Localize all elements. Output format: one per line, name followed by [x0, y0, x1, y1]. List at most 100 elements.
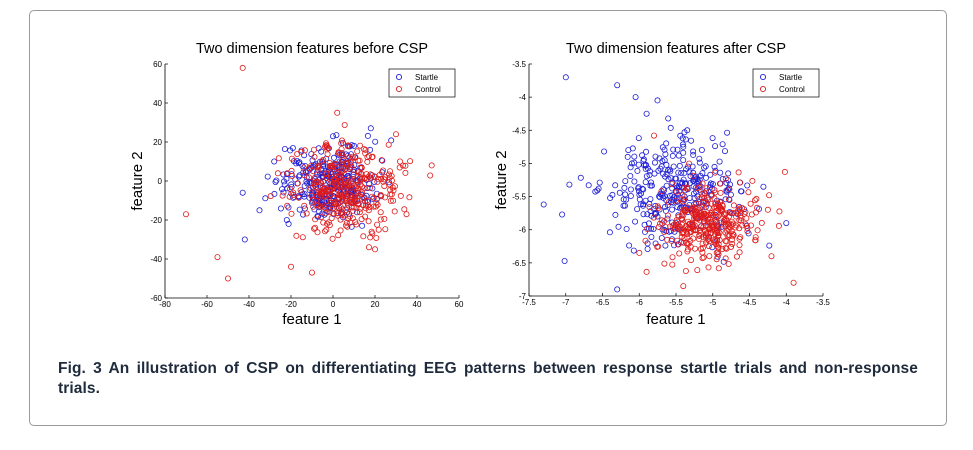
data-point-control	[358, 183, 365, 190]
data-point-control	[673, 188, 680, 195]
legend-label-startle: Startle	[415, 73, 439, 82]
data-point-control	[318, 158, 325, 165]
data-point-startle	[636, 191, 643, 198]
data-point-control	[712, 237, 719, 244]
data-point-startle	[372, 138, 379, 145]
data-point-startle	[722, 196, 729, 203]
data-point-startle	[629, 145, 636, 152]
data-point-control	[305, 174, 312, 181]
data-point-control	[313, 202, 320, 209]
data-point-control	[699, 240, 706, 247]
data-point-control	[684, 241, 691, 248]
data-point-control	[353, 187, 360, 194]
data-point-control	[702, 227, 709, 234]
data-point-control	[650, 214, 657, 221]
data-point-control	[723, 238, 730, 245]
data-point-control	[694, 209, 701, 216]
data-point-control	[712, 189, 719, 196]
data-point-control	[361, 174, 368, 181]
data-point-startle	[319, 170, 326, 177]
x-tick-label: 40	[413, 300, 422, 309]
data-point-startle	[698, 146, 705, 153]
data-point-control	[328, 215, 335, 222]
data-point-control	[716, 203, 723, 210]
data-point-control	[661, 260, 668, 267]
data-point-control	[722, 221, 729, 228]
data-point-control	[703, 185, 710, 192]
data-point-control	[377, 216, 384, 223]
data-point-startle	[690, 148, 697, 155]
data-point-control	[406, 194, 413, 201]
data-point-control	[379, 167, 386, 174]
data-point-control	[725, 233, 732, 240]
data-point-control	[312, 197, 319, 204]
data-point-startle	[696, 159, 703, 166]
data-point-startle	[643, 110, 650, 117]
data-point-control	[775, 222, 782, 229]
x-tick-label: -4	[783, 298, 791, 307]
data-point-startle	[367, 146, 374, 153]
data-point-control	[681, 235, 688, 242]
data-point-control	[698, 210, 705, 217]
data-point-control	[744, 228, 751, 235]
data-point-control	[274, 170, 281, 177]
data-point-control	[309, 196, 316, 203]
x-tick-label: -7.5	[522, 298, 536, 307]
data-point-startle	[643, 148, 650, 155]
data-point-control	[307, 185, 314, 192]
data-point-startle	[725, 170, 732, 177]
data-point-control	[363, 202, 370, 209]
data-point-control	[705, 264, 712, 271]
data-point-startle	[714, 253, 721, 260]
data-point-startle	[650, 225, 657, 232]
data-point-startle	[662, 151, 669, 158]
data-point-control	[665, 212, 672, 219]
data-point-control	[342, 222, 349, 229]
data-point-control	[337, 227, 344, 234]
data-point-control	[644, 225, 651, 232]
data-point-startle	[622, 178, 629, 185]
data-point-startle	[682, 136, 689, 143]
data-point-control	[752, 197, 759, 204]
data-point-control	[642, 237, 649, 244]
data-point-startle	[635, 135, 642, 142]
data-point-control	[320, 219, 327, 226]
data-point-control	[326, 191, 333, 198]
data-point-startle	[644, 165, 651, 172]
data-point-startle	[319, 158, 326, 165]
data-point-control	[665, 199, 672, 206]
data-point-control	[708, 200, 715, 207]
data-point-startle	[667, 192, 674, 199]
data-point-startle	[722, 148, 729, 155]
data-point-startle	[300, 211, 307, 218]
data-point-control	[326, 222, 333, 229]
data-point-startle	[671, 228, 678, 235]
data-point-control	[275, 155, 282, 162]
legend-label-control: Control	[779, 85, 805, 94]
data-point-control	[344, 197, 351, 204]
data-point-startle	[680, 157, 687, 164]
data-point-control	[700, 199, 707, 206]
data-point-startle	[559, 211, 566, 218]
data-point-control	[712, 169, 719, 176]
data-point-startle	[693, 173, 700, 180]
data-point-startle	[299, 162, 306, 169]
chart-title: Two dimension features before CSP	[196, 41, 428, 57]
data-point-control	[364, 158, 371, 165]
data-point-startle	[674, 204, 681, 211]
data-point-startle	[239, 189, 246, 196]
data-point-startle	[285, 204, 292, 211]
data-point-startle	[359, 222, 366, 229]
data-point-startle	[606, 229, 613, 236]
data-point-startle	[304, 180, 311, 187]
data-point-startle	[632, 94, 639, 101]
data-point-control	[308, 192, 315, 199]
data-point-control	[312, 224, 319, 231]
y-tick-label: -20	[150, 216, 162, 225]
data-point-startle	[622, 202, 629, 209]
data-point-control	[368, 228, 375, 235]
data-point-startle	[691, 190, 698, 197]
data-point-control	[339, 184, 346, 191]
data-point-control	[747, 200, 754, 207]
